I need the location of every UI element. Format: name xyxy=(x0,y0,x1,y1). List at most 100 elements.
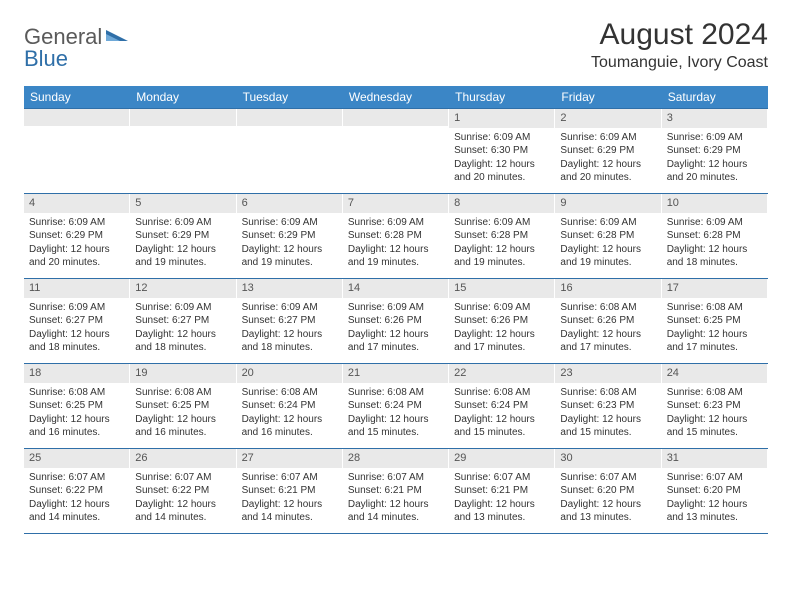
day-number: 27 xyxy=(237,449,342,468)
cell-body: Sunrise: 6:08 AMSunset: 6:25 PMDaylight:… xyxy=(662,298,767,360)
daylight1-text: Daylight: 12 hours xyxy=(29,328,124,342)
daylight2-text: and 20 minutes. xyxy=(560,171,655,185)
sunset-text: Sunset: 6:28 PM xyxy=(667,229,762,243)
calendar-cell: 7Sunrise: 6:09 AMSunset: 6:28 PMDaylight… xyxy=(343,194,449,278)
calendar-week: 4Sunrise: 6:09 AMSunset: 6:29 PMDaylight… xyxy=(24,193,768,278)
location: Toumanguie, Ivory Coast xyxy=(591,54,768,72)
sunset-text: Sunset: 6:23 PM xyxy=(560,399,655,413)
daylight1-text: Daylight: 12 hours xyxy=(667,158,762,172)
daylight1-text: Daylight: 12 hours xyxy=(560,243,655,257)
daylight2-text: and 16 minutes. xyxy=(242,426,337,440)
daylight2-text: and 19 minutes. xyxy=(560,256,655,270)
sunrise-text: Sunrise: 6:09 AM xyxy=(135,216,230,230)
calendar-cell: 23Sunrise: 6:08 AMSunset: 6:23 PMDayligh… xyxy=(555,364,661,448)
daylight2-text: and 17 minutes. xyxy=(348,341,443,355)
daylight2-text: and 14 minutes. xyxy=(348,511,443,525)
day-number xyxy=(130,109,235,126)
cell-body: Sunrise: 6:09 AMSunset: 6:29 PMDaylight:… xyxy=(662,128,767,190)
day-number: 17 xyxy=(662,279,767,298)
cell-body: Sunrise: 6:09 AMSunset: 6:28 PMDaylight:… xyxy=(555,213,660,275)
weekday-sunday: Sunday xyxy=(24,86,130,108)
calendar-cell: 19Sunrise: 6:08 AMSunset: 6:25 PMDayligh… xyxy=(130,364,236,448)
daylight1-text: Daylight: 12 hours xyxy=(560,328,655,342)
sunset-text: Sunset: 6:21 PM xyxy=(454,484,549,498)
daylight2-text: and 20 minutes. xyxy=(667,171,762,185)
sunrise-text: Sunrise: 6:08 AM xyxy=(560,301,655,315)
daylight1-text: Daylight: 12 hours xyxy=(454,158,549,172)
month-title: August 2024 xyxy=(591,18,768,52)
day-number: 1 xyxy=(449,109,554,128)
day-number: 23 xyxy=(555,364,660,383)
daylight2-text: and 19 minutes. xyxy=(242,256,337,270)
calendar-cell: 16Sunrise: 6:08 AMSunset: 6:26 PMDayligh… xyxy=(555,279,661,363)
day-number: 25 xyxy=(24,449,129,468)
day-number: 30 xyxy=(555,449,660,468)
sunset-text: Sunset: 6:30 PM xyxy=(454,144,549,158)
calendar-cell: 28Sunrise: 6:07 AMSunset: 6:21 PMDayligh… xyxy=(343,449,449,533)
sunset-text: Sunset: 6:22 PM xyxy=(135,484,230,498)
weekday-tuesday: Tuesday xyxy=(237,86,343,108)
calendar-bottom-border xyxy=(24,533,768,534)
daylight1-text: Daylight: 12 hours xyxy=(29,243,124,257)
sunset-text: Sunset: 6:27 PM xyxy=(29,314,124,328)
calendar-cell: 17Sunrise: 6:08 AMSunset: 6:25 PMDayligh… xyxy=(662,279,768,363)
weekday-friday: Friday xyxy=(555,86,661,108)
calendar-cell: 2Sunrise: 6:09 AMSunset: 6:29 PMDaylight… xyxy=(555,109,661,193)
weekday-thursday: Thursday xyxy=(449,86,555,108)
daylight1-text: Daylight: 12 hours xyxy=(667,243,762,257)
daylight2-text: and 16 minutes. xyxy=(29,426,124,440)
day-number: 28 xyxy=(343,449,448,468)
sunset-text: Sunset: 6:25 PM xyxy=(667,314,762,328)
cell-body: Sunrise: 6:08 AMSunset: 6:23 PMDaylight:… xyxy=(662,383,767,445)
daylight1-text: Daylight: 12 hours xyxy=(242,413,337,427)
sunset-text: Sunset: 6:20 PM xyxy=(560,484,655,498)
cell-body: Sunrise: 6:08 AMSunset: 6:25 PMDaylight:… xyxy=(24,383,129,445)
sunrise-text: Sunrise: 6:09 AM xyxy=(242,216,337,230)
day-number: 12 xyxy=(130,279,235,298)
daylight2-text: and 15 minutes. xyxy=(348,426,443,440)
day-number: 29 xyxy=(449,449,554,468)
cell-body: Sunrise: 6:07 AMSunset: 6:21 PMDaylight:… xyxy=(237,468,342,530)
daylight2-text: and 14 minutes. xyxy=(242,511,337,525)
calendar-cell: 6Sunrise: 6:09 AMSunset: 6:29 PMDaylight… xyxy=(237,194,343,278)
daylight1-text: Daylight: 12 hours xyxy=(135,328,230,342)
daylight2-text: and 17 minutes. xyxy=(454,341,549,355)
calendar-cell: 22Sunrise: 6:08 AMSunset: 6:24 PMDayligh… xyxy=(449,364,555,448)
sunrise-text: Sunrise: 6:07 AM xyxy=(242,471,337,485)
cell-body: Sunrise: 6:08 AMSunset: 6:23 PMDaylight:… xyxy=(555,383,660,445)
daylight2-text: and 19 minutes. xyxy=(348,256,443,270)
calendar-cell xyxy=(130,109,236,193)
day-number: 16 xyxy=(555,279,660,298)
sunrise-text: Sunrise: 6:07 AM xyxy=(29,471,124,485)
sunrise-text: Sunrise: 6:08 AM xyxy=(667,301,762,315)
cell-body: Sunrise: 6:09 AMSunset: 6:28 PMDaylight:… xyxy=(662,213,767,275)
sunset-text: Sunset: 6:29 PM xyxy=(29,229,124,243)
sunrise-text: Sunrise: 6:07 AM xyxy=(667,471,762,485)
sunrise-text: Sunrise: 6:09 AM xyxy=(348,301,443,315)
daylight1-text: Daylight: 12 hours xyxy=(348,328,443,342)
day-number: 31 xyxy=(662,449,767,468)
sunrise-text: Sunrise: 6:07 AM xyxy=(135,471,230,485)
calendar-cell: 27Sunrise: 6:07 AMSunset: 6:21 PMDayligh… xyxy=(237,449,343,533)
cell-body: Sunrise: 6:09 AMSunset: 6:27 PMDaylight:… xyxy=(130,298,235,360)
weekday-saturday: Saturday xyxy=(662,86,768,108)
daylight1-text: Daylight: 12 hours xyxy=(29,413,124,427)
daylight1-text: Daylight: 12 hours xyxy=(242,243,337,257)
cell-body: Sunrise: 6:09 AMSunset: 6:29 PMDaylight:… xyxy=(555,128,660,190)
calendar-cell: 14Sunrise: 6:09 AMSunset: 6:26 PMDayligh… xyxy=(343,279,449,363)
sunrise-text: Sunrise: 6:08 AM xyxy=(454,386,549,400)
sunset-text: Sunset: 6:26 PM xyxy=(454,314,549,328)
daylight1-text: Daylight: 12 hours xyxy=(454,413,549,427)
cell-body: Sunrise: 6:09 AMSunset: 6:28 PMDaylight:… xyxy=(449,213,554,275)
calendar-week: 11Sunrise: 6:09 AMSunset: 6:27 PMDayligh… xyxy=(24,278,768,363)
day-number: 10 xyxy=(662,194,767,213)
calendar-week: 1Sunrise: 6:09 AMSunset: 6:30 PMDaylight… xyxy=(24,108,768,193)
sunrise-text: Sunrise: 6:08 AM xyxy=(560,386,655,400)
daylight2-text: and 18 minutes. xyxy=(29,341,124,355)
calendar-cell: 25Sunrise: 6:07 AMSunset: 6:22 PMDayligh… xyxy=(24,449,130,533)
title-block: August 2024 Toumanguie, Ivory Coast xyxy=(591,18,768,72)
day-number: 21 xyxy=(343,364,448,383)
day-number: 13 xyxy=(237,279,342,298)
day-number: 5 xyxy=(130,194,235,213)
day-number: 11 xyxy=(24,279,129,298)
